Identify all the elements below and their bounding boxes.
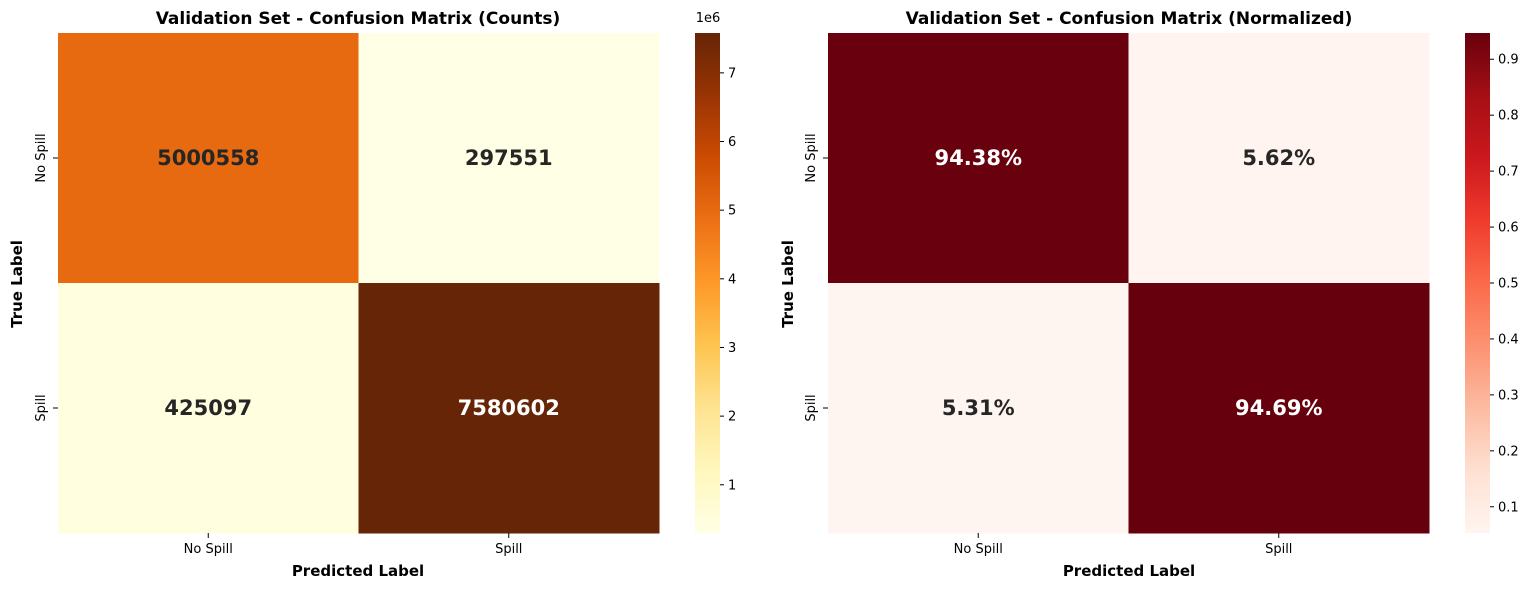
- colorbar-ticks: 0.1 0.2 0.3 0.4 0.5 0.6 0.7 0.8 0.9: [1490, 53, 1519, 515]
- colorbar-tick-label: 0.4: [1498, 332, 1519, 347]
- colorbar-tick-label: 5: [728, 204, 736, 219]
- x-tick-label: Spill: [1265, 542, 1292, 557]
- cell-label: 5.31%: [942, 396, 1015, 420]
- colorbar-tick-label: 6: [728, 135, 736, 150]
- y-axis-label: True Label: [779, 240, 797, 328]
- cell-label: 425097: [164, 396, 252, 420]
- x-axis-label: Predicted Label: [1063, 562, 1195, 580]
- colorbar-tick-label: 0.2: [1498, 444, 1519, 459]
- y-tick-label: Spill: [34, 394, 49, 421]
- heatmap-cell: [358, 33, 660, 284]
- colorbar-tick-label: 0.9: [1498, 53, 1519, 68]
- colorbar-tick-label: 0.8: [1498, 109, 1519, 124]
- colorbar-tick-label: 3: [728, 341, 736, 356]
- colorbar-ticks: 1 2 3 4 5 6 7: [720, 66, 736, 493]
- x-axis-label: Predicted Label: [292, 562, 424, 580]
- y-axis-label: True Label: [8, 240, 26, 328]
- heatmap-cell: [58, 33, 359, 284]
- x-tick-label: Spill: [495, 542, 522, 557]
- colorbar-tick-label: 0.3: [1498, 388, 1519, 403]
- colorbar-tick-label: 0.6: [1498, 221, 1519, 236]
- heatmap-cell: [1128, 33, 1430, 284]
- y-ticks: No Spill Spill: [804, 133, 828, 422]
- cell-label: 94.38%: [935, 146, 1022, 170]
- colorbar: [695, 33, 720, 533]
- y-tick-label: No Spill: [804, 133, 819, 182]
- x-ticks: No Spill Spill: [184, 533, 522, 557]
- y-tick-label: No Spill: [34, 133, 49, 182]
- colorbar-tick-label: 7: [728, 66, 736, 81]
- colorbar-tick-label: 0.5: [1498, 277, 1519, 292]
- cell-label: 94.69%: [1235, 396, 1322, 420]
- colorbar: [1465, 33, 1490, 533]
- y-tick-label: Spill: [804, 394, 819, 421]
- heatmap-cells: 5000558 297551 425097 7580602: [58, 33, 660, 534]
- chart-title: Validation Set - Confusion Matrix (Count…: [156, 9, 561, 29]
- colorbar-tick-label: 0.1: [1498, 500, 1519, 515]
- y-ticks: No Spill Spill: [34, 133, 58, 422]
- heatmap-cell: [358, 283, 660, 534]
- colorbar-tick-label: 0.7: [1498, 165, 1519, 180]
- x-tick-label: No Spill: [954, 542, 1003, 557]
- x-ticks: No Spill Spill: [954, 533, 1292, 557]
- colorbar-tick-label: 2: [728, 410, 736, 425]
- x-tick-label: No Spill: [184, 542, 233, 557]
- cell-label: 7580602: [458, 396, 560, 420]
- heatmap-panel-counts: Validation Set - Confusion Matrix (Count…: [8, 9, 736, 580]
- heatmap-cell: [828, 283, 1129, 534]
- heatmap-cell: [1128, 283, 1430, 534]
- chart-title: Validation Set - Confusion Matrix (Norma…: [906, 9, 1353, 29]
- cell-label: 5000558: [157, 146, 259, 170]
- cell-label: 297551: [465, 146, 553, 170]
- heatmap-cells: 94.38% 5.62% 5.31% 94.69%: [828, 33, 1430, 534]
- heatmap-panel-normalized: Validation Set - Confusion Matrix (Norma…: [779, 9, 1519, 580]
- cell-label: 5.62%: [1242, 146, 1315, 170]
- heatmap-cell: [828, 33, 1129, 284]
- colorbar-tick-label: 1: [728, 478, 736, 493]
- heatmap-cell: [58, 283, 359, 534]
- colorbar-scale-label: 1e6: [696, 11, 721, 26]
- colorbar-tick-label: 4: [728, 272, 736, 287]
